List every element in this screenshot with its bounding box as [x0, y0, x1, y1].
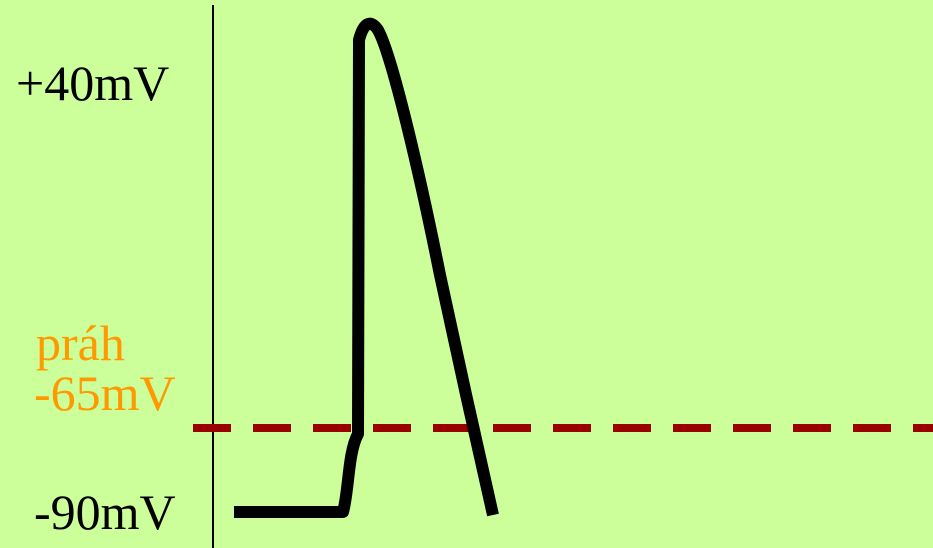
resting-voltage-label: -90mV [34, 484, 176, 540]
threshold-word-label: práh [36, 315, 125, 371]
action-potential-trace [234, 17, 499, 518]
threshold-voltage-label: -65mV [34, 365, 176, 421]
peak-voltage-label: +40mV [16, 55, 170, 111]
